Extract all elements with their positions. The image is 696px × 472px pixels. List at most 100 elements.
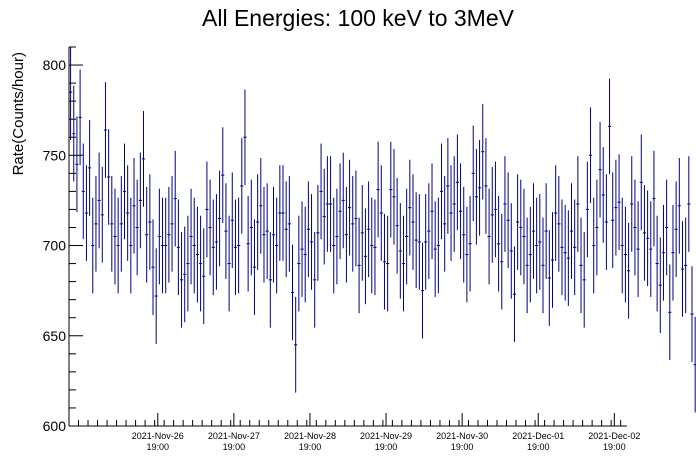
data-points: [69, 47, 696, 413]
data-point: [639, 134, 643, 231]
x-tick-time: 19:00: [147, 442, 170, 452]
data-point: [509, 203, 513, 299]
data-point: [487, 188, 491, 285]
data-point: [417, 194, 421, 290]
x-tick-date: 2021-Nov-28: [284, 431, 336, 441]
data-point: [173, 150, 177, 247]
data-point: [281, 165, 285, 261]
data-point: [382, 213, 387, 310]
data-point: [240, 138, 244, 234]
data-point: [284, 181, 288, 278]
data-point: [376, 141, 380, 238]
data-point: [544, 183, 548, 279]
data-point: [252, 219, 257, 316]
data-point: [303, 206, 307, 303]
x-tick-date: 2021-Nov-30: [436, 431, 488, 441]
data-point: [363, 208, 368, 305]
data-point: [313, 231, 317, 328]
data-point: [113, 188, 117, 285]
y-axis-label: Rate(Counts/hour): [10, 52, 27, 175]
y-tick-label: 650: [43, 328, 67, 344]
data-point: [569, 183, 574, 279]
data-point: [202, 228, 206, 325]
data-point: [449, 165, 453, 261]
data-point: [566, 210, 570, 306]
data-point: [145, 186, 149, 283]
data-point: [306, 181, 310, 278]
data-point: [198, 215, 203, 312]
data-point: [119, 176, 123, 272]
data-point: [91, 197, 95, 294]
data-point: [170, 176, 174, 272]
data-point: [271, 186, 276, 283]
data-point: [405, 188, 409, 285]
data-point: [275, 197, 279, 294]
data-point: [677, 157, 681, 254]
data-point: [205, 161, 209, 258]
data-point: [443, 176, 447, 272]
data-point: [230, 172, 234, 269]
data-point: [268, 231, 272, 328]
data-point: [287, 176, 291, 272]
data-point: [116, 197, 120, 294]
data-point: [665, 179, 669, 276]
data-point: [179, 231, 184, 328]
data-point: [420, 242, 425, 339]
data-point: [392, 148, 396, 245]
data-point: [550, 212, 555, 308]
data-point: [221, 127, 225, 223]
data-point: [576, 156, 580, 252]
data-point: [256, 174, 260, 270]
data-point: [262, 186, 266, 283]
data-point: [617, 154, 621, 251]
data-point: [249, 179, 253, 276]
data-point: [100, 167, 104, 263]
data-point: [414, 192, 418, 288]
data-point: [357, 217, 361, 314]
data-point: [674, 181, 678, 278]
x-tick-time: 19:00: [223, 442, 246, 452]
data-point: [107, 129, 111, 225]
data-point: [348, 159, 352, 256]
data-point: [233, 199, 238, 296]
y-tick-label: 750: [43, 147, 67, 163]
data-point: [531, 183, 536, 279]
y-tick-label: 800: [43, 57, 67, 73]
data-point: [408, 159, 412, 256]
x-tick-date: 2021-Nov-27: [208, 431, 260, 441]
data-point: [503, 156, 507, 252]
x-tick-time: 19:00: [451, 442, 474, 452]
data-point: [192, 197, 196, 294]
axes: [68, 47, 627, 427]
data-point: [627, 222, 631, 319]
data-point: [680, 221, 685, 317]
data-point: [259, 157, 263, 254]
data-point: [607, 78, 612, 175]
data-point: [411, 174, 415, 270]
data-point: [646, 190, 650, 287]
data-point: [338, 163, 342, 260]
data-point: [684, 217, 688, 314]
data-point: [344, 186, 348, 283]
data-point: [332, 197, 336, 294]
data-point: [110, 176, 114, 272]
data-point: [75, 116, 79, 213]
data-point: [500, 213, 504, 310]
data-point: [69, 47, 73, 140]
data-point: [424, 194, 428, 290]
data-point: [367, 181, 371, 278]
data-point: [164, 197, 168, 294]
data-point: [176, 199, 180, 296]
data-point: [316, 185, 320, 281]
data-point: [493, 161, 498, 258]
data-point: [588, 107, 593, 204]
data-point: [186, 215, 190, 312]
data-point: [214, 194, 219, 290]
x-tick-date: 2021-Nov-26: [132, 431, 184, 441]
data-point: [563, 204, 567, 301]
data-point: [592, 197, 596, 294]
data-point: [81, 143, 85, 240]
x-tick-date: 2021-Dec-01: [512, 431, 564, 441]
chart-title: All Energies: 100 keV to 3MeV: [202, 5, 515, 31]
